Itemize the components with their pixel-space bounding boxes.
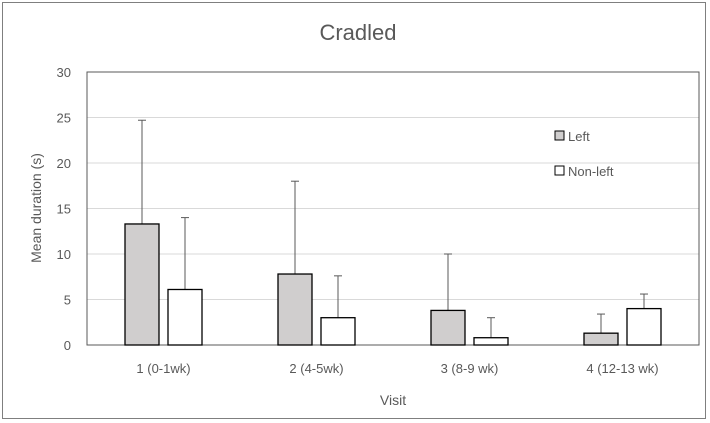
x-axis-title: Visit [380,392,406,408]
bar-left [277,273,313,346]
legend-label: Left [568,129,590,144]
x-tick-label: 1 (0-1wk) [136,361,190,376]
plot-area-border [86,71,700,346]
y-tick-label: 10 [57,247,71,262]
y-tick-label: 0 [64,338,71,353]
bar-left [430,309,466,346]
legend-swatch [554,165,565,176]
bar-left [583,332,619,346]
y-tick-label: 15 [57,202,71,217]
x-axis-ticks: 1 (0-1wk) 2 (4-5wk) 3 (8-9 wk) 4 (12-13 wk) [136,361,658,376]
y-axis-ticks: 0 5 10 15 20 25 30 [57,65,71,353]
bar-non-left [320,317,356,346]
y-tick-label: 20 [57,156,71,171]
y-tick-label: 25 [57,111,71,126]
x-tick-label: 4 (12-13 wk) [586,361,658,376]
bar-non-left [473,337,509,346]
bar-non-left [167,288,203,346]
bars [124,223,662,346]
bar-non-left [626,307,662,346]
legend-swatch [554,130,565,141]
bar-left [124,223,160,346]
legend-label: Non-left [568,164,614,179]
y-tick-label: 30 [57,65,71,80]
y-tick-label: 5 [64,293,71,308]
x-tick-label: 3 (8-9 wk) [441,361,499,376]
y-axis-title: Mean duration (s) [28,153,44,263]
gridlines [87,117,699,300]
error-bars [138,119,648,338]
chart-title: Cradled [319,20,396,45]
x-tick-label: 2 (4-5wk) [289,361,343,376]
legend: Left Non-left [554,129,614,179]
